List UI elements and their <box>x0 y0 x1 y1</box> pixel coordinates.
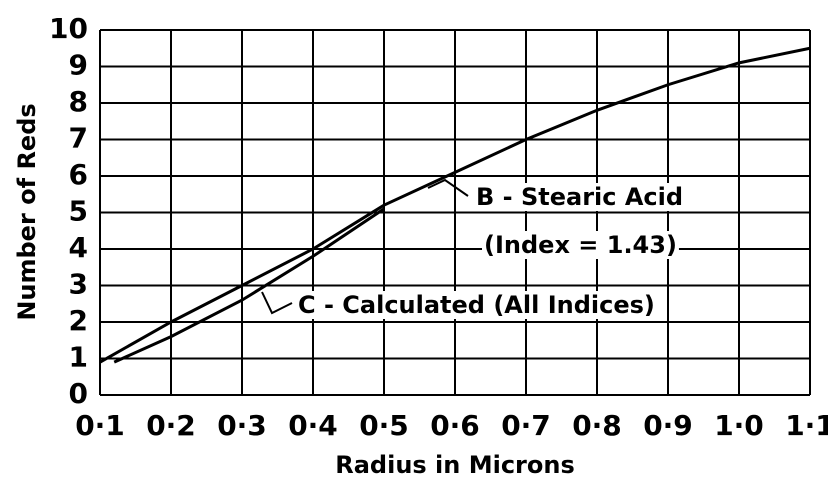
label-background <box>296 291 657 319</box>
x-tick-label: 1·1 <box>785 409 828 442</box>
x-tick-label: 0·9 <box>643 409 693 442</box>
x-tick-label: 0·4 <box>288 409 338 442</box>
label-background <box>474 183 686 211</box>
y-tick-label: 7 <box>69 122 88 155</box>
series-label: C - Calculated (All Indices) <box>298 291 655 319</box>
x-tick-label: 1·0 <box>714 409 764 442</box>
y-tick-label: 2 <box>69 304 88 337</box>
series-line <box>99 46 811 364</box>
y-tick-label: 1 <box>69 341 88 374</box>
y-tick-label: 0 <box>69 377 88 410</box>
label-background <box>0 0 111 13</box>
series-label: B - Stearic Acid <box>476 183 683 211</box>
series-line <box>113 207 385 364</box>
x-tick-label: 0·2 <box>146 409 196 442</box>
label-background <box>333 451 577 479</box>
leader-line <box>261 291 293 315</box>
y-tick-label: 4 <box>69 231 88 264</box>
y-axis-title: Number of Reds <box>13 103 41 320</box>
y-tick-label: 3 <box>69 268 88 301</box>
x-tick-label: 0·3 <box>217 409 267 442</box>
label-background <box>482 231 679 259</box>
y-tick-label: 5 <box>69 195 88 228</box>
annotation: (Index = 1.43) <box>484 231 677 259</box>
x-tick-label: 0·5 <box>359 409 409 442</box>
x-tick-label: 0·8 <box>572 409 622 442</box>
y-tick-label: 8 <box>69 85 88 118</box>
y-tick-label: 6 <box>69 158 88 191</box>
x-tick-label: 0·6 <box>430 409 480 442</box>
y-tick-label: 9 <box>69 49 88 82</box>
x-tick-label: 0·1 <box>75 409 125 442</box>
x-axis-title: Radius in Microns <box>335 451 575 479</box>
x-tick-label: 0·7 <box>501 409 551 442</box>
leader-line <box>427 178 469 197</box>
y-tick-label: 10 <box>49 12 88 45</box>
